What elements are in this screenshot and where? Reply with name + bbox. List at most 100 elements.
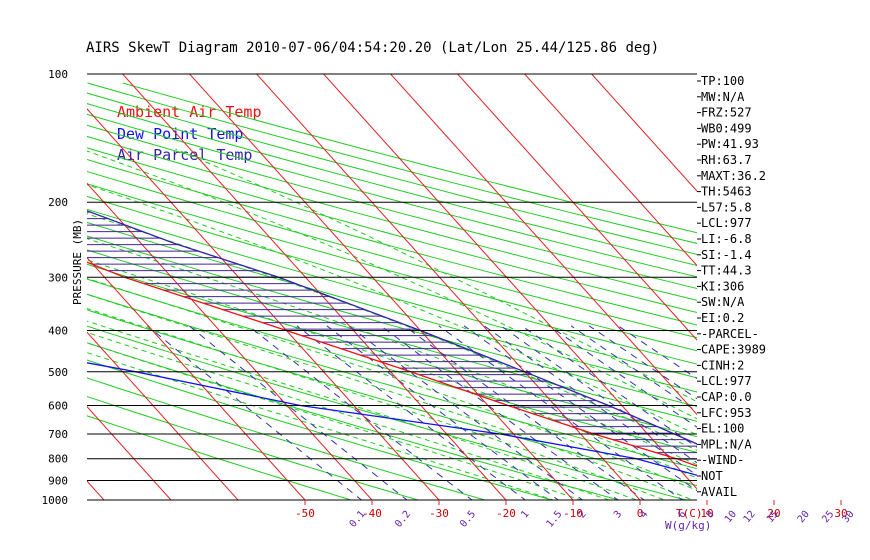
isotherm-line [0,55,45,510]
dry-adiabat-line [87,195,697,365]
mixing-ratio-tick-labels: 0.10.20.511.52346810121520253040 [348,509,857,530]
mixing-ratio-tick-label: 20 [796,509,812,525]
dry-adiabat-line [87,147,697,314]
stats-item: TT:44.3 [701,264,752,278]
mixing-ratio-tick-label: 6 [676,509,688,521]
mixing-ratio-line [147,325,363,500]
dry-adiabat-line [87,293,697,470]
stats-item: KI:306 [701,279,744,293]
isotherm-line [87,108,440,500]
pressure-tick-label: 700 [48,428,68,441]
dry-adiabat-line [87,221,697,393]
bottom-temp-tick-label: 20 [767,507,780,520]
dry-adiabats [87,82,697,500]
dry-adiabat-line [87,415,353,500]
mixing-ratio-tick-label: 2 [576,509,588,521]
dry-adiabat-line [87,183,697,352]
bottom-temp-tick-label: 30 [834,507,847,520]
chart-title: AIRS SkewT Diagram 2010-07-06/04:54:20.2… [86,40,659,56]
stats-item: CINH:2 [701,358,744,372]
stats-item: MW:N/A [701,90,745,104]
dry-adiabat-line [87,92,697,255]
dry-adiabat-line [87,158,697,326]
dry-adiabat-line [87,263,697,438]
bottom-temp-tick-label: 10 [700,507,713,520]
dry-adiabat-line [87,170,697,339]
isotherm-line [456,74,697,341]
mixing-ratio-tick-label: 12 [742,509,758,525]
stats-item: EL:100 [701,422,744,436]
ambient-temp-curve [87,261,697,467]
mixing-ratio-line [248,325,473,500]
bottom-temp-tick-label: -30 [429,507,449,520]
stats-item: LCL:977 [701,216,752,230]
pressure-tick-label: 100 [48,68,68,81]
pressure-tick-label: 1000 [42,494,69,507]
mixing-ratio-line [348,325,584,500]
dry-adiabat-line [87,309,697,487]
mixing-ratio-tick-label: 10 [723,509,739,525]
stats-item: LI:-6.8 [701,232,752,246]
stats-item: AVAIL [701,485,737,499]
mixing-ratio-tick-label: 1.5 [544,509,564,530]
bottom-temp-tick-label: -50 [295,507,315,520]
stats-item: WB0:499 [701,121,752,135]
isotherm-line [87,182,373,500]
isotherm-line [590,74,697,192]
dry-adiabat-line [87,278,697,453]
isotherm-line [255,74,641,500]
stats-item: -WIND- [701,453,744,467]
pressure-tick-label: 200 [48,196,68,209]
dry-adiabat-line [87,395,420,500]
stats-item: EI:0.2 [701,311,744,325]
y-axis-label: PRESSURE (MB) [71,219,84,305]
bottom-temp-tick-label: 0 [637,507,644,520]
dry-adiabat-line [87,359,554,500]
pressure-tick-label: 600 [48,399,68,412]
pressure-tick-label: 500 [48,366,68,379]
mixing-ratio-line [380,325,619,500]
stats-item: FRZ:527 [701,106,752,120]
dry-adiabat-line [87,124,697,289]
pressure-tick-labels: 100 200 300 400 500 600 700 800 900 1000 [42,68,69,507]
isobars [87,73,697,501]
pressure-tick-label: 300 [48,271,68,284]
dry-adiabat-line [87,113,697,278]
bottom-temp-tick-label: -10 [563,507,583,520]
x-axis-mixing-unit-label: W(g/kg) [665,519,711,532]
stats-item: PW:41.93 [701,137,759,151]
stats-item: SW:N/A [701,295,745,309]
legend-air-parcel-temp: Air Parcel Temp [117,146,252,164]
pressure-tick-label: 800 [48,453,68,466]
mixing-ratio-line [404,325,646,500]
isotherm-line [87,257,306,500]
isotherm-line [389,74,697,416]
stats-item: LFC:953 [701,406,752,420]
stats-item: MAXT:36.2 [701,169,766,183]
mixing-ratio-tick-label: 0.2 [393,509,413,530]
stats-item: MPL:N/A [701,437,752,451]
dry-adiabat-line [87,103,697,267]
isotherm-line [188,74,574,500]
dry-adiabat-line [87,208,697,379]
stats-item: RH:63.7 [701,153,752,167]
dry-adiabat-line [87,325,688,500]
stats-item: TP:100 [701,74,744,88]
legend-dew-point-temp: Dew Point Temp [117,125,243,143]
stats-item: TH:5463 [701,185,752,199]
isotherm-line [87,331,239,500]
dry-adiabat-line [87,235,697,407]
pressure-tick-label: 900 [48,475,68,488]
stats-item: SI:-1.4 [701,248,752,262]
isotherm-line [121,74,507,500]
isotherms [0,55,697,510]
bottom-temp-tick-labels: -50 -40 -30 -20 -10 0 10 20 30 [295,500,848,520]
bottom-temp-tick-label: -20 [496,507,516,520]
bottom-temp-tick-label: -40 [362,507,382,520]
dry-adiabat-line [87,377,487,500]
stats-item: NOT [701,469,723,483]
stats-item: LCL:977 [701,374,752,388]
dry-adiabat-line [87,135,697,301]
cape-hatching [87,211,697,467]
